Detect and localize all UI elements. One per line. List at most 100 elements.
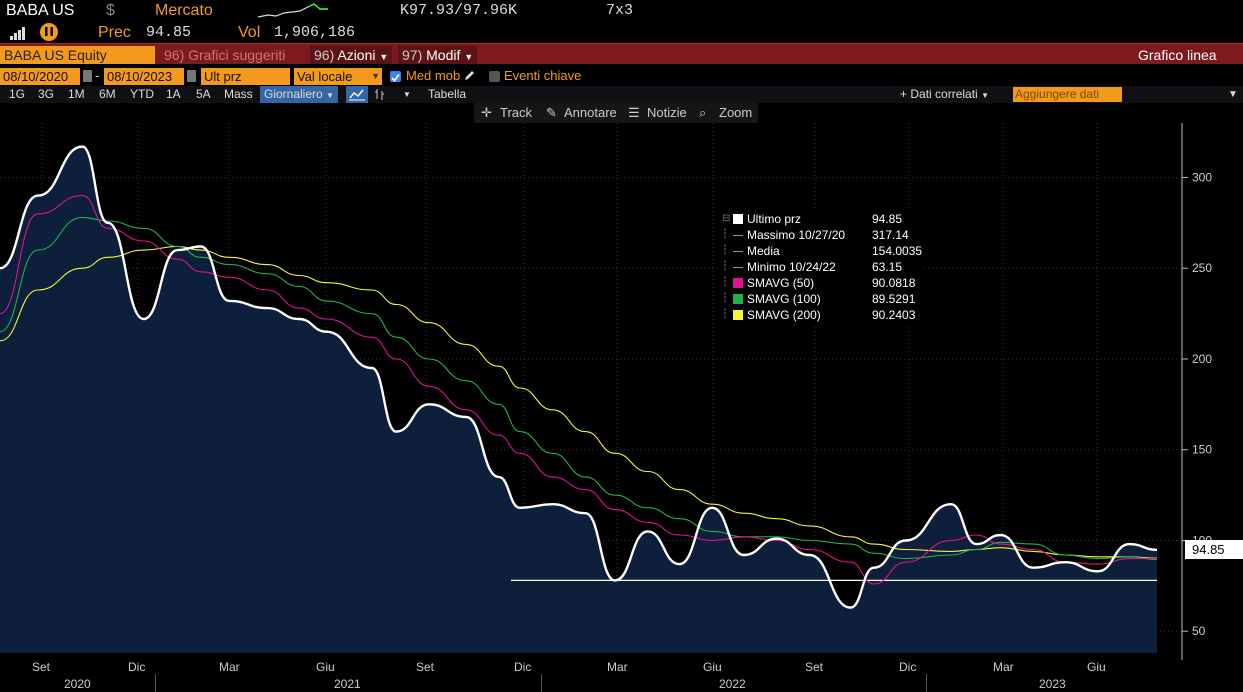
x-month-label: Mar [993, 660, 1014, 674]
legend-swatch [733, 267, 743, 268]
vol-value: 1,906,186 [274, 24, 356, 41]
range-3g[interactable]: 3G [38, 87, 55, 101]
alert-icon[interactable] [38, 22, 60, 47]
security-input[interactable]: BABA US Equity [0, 46, 155, 64]
tree-line-icon: ┆ [722, 309, 729, 320]
legend-swatch [733, 214, 743, 224]
key-events-checkbox[interactable] [489, 71, 500, 82]
legend-label: SMAVG (100) [747, 292, 821, 306]
range-5a[interactable]: 5A [196, 87, 211, 101]
pencil-icon[interactable]: ✎ [546, 105, 557, 120]
last-price-tag: 94.85 [1185, 540, 1243, 559]
price-area [0, 146, 1157, 653]
legend-swatch [733, 294, 743, 304]
legend-row: ┆ SMAVG (100) 89.5291 [718, 291, 923, 307]
chart-legend: ⊟ Ultimo prz 94.85 ┆ Massimo 10/27/20 317.14 ┆… [718, 209, 923, 324]
actions-num: 96) [314, 47, 335, 63]
chart-lines [0, 145, 1158, 609]
legend-value: 154.0035 [872, 244, 923, 258]
currency-symbol: $ [106, 2, 115, 19]
tree-line-icon: ┆ [722, 293, 729, 304]
news-icon[interactable]: ☰ [628, 105, 640, 120]
tree-line-icon: ┆ [722, 277, 729, 288]
bid-ask: K97.93/97.96K [400, 2, 518, 19]
pencil-icon[interactable] [464, 69, 476, 84]
field-select[interactable]: Ult prz [201, 68, 290, 85]
table-button[interactable]: Tabella [428, 87, 467, 101]
market-label: Mercato [155, 2, 213, 19]
range-1g[interactable]: 1G [9, 87, 26, 101]
x-year-label: 2020 [64, 677, 91, 691]
x-month-label: Giu [703, 660, 722, 674]
function-bar: BABA US Equity 96) Grafici suggeriti 96)… [0, 43, 1243, 64]
y-tick-label: 200 [1192, 352, 1212, 366]
legend-label: Media [747, 244, 780, 258]
legend-label: SMAVG (50) [747, 276, 815, 290]
actions-menu[interactable]: 96) Azioni ▼ [310, 46, 393, 64]
vol-label: Vol [238, 24, 261, 41]
y-tick-label: 150 [1192, 443, 1212, 457]
tree-line-icon: ⊟ [722, 213, 731, 224]
frequency-select[interactable]: Giornaliero ▼ [260, 86, 338, 103]
price-line [0, 145, 1158, 609]
calendar-icon[interactable] [187, 70, 196, 82]
y-tick-label: 50 [1192, 624, 1206, 638]
x-month-label: Mar [219, 660, 240, 674]
filter-icon[interactable]: ▼ [1228, 89, 1238, 100]
x-month-label: Giu [316, 660, 335, 674]
track-button[interactable]: Track [500, 105, 533, 120]
chevron-down-icon: ▼ [371, 71, 380, 81]
year-divider [155, 674, 156, 692]
legend-value: 317.14 [872, 228, 909, 242]
crosshair-icon[interactable]: ✛ [481, 105, 492, 120]
y-tick-label: 300 [1192, 170, 1212, 184]
legend-row: ┆ SMAVG (200) 90.2403 [718, 307, 923, 323]
year-divider [926, 674, 927, 692]
range-6m[interactable]: 6M [99, 87, 116, 101]
end-date-input[interactable]: 08/10/2023 [104, 68, 184, 85]
frequency-label: Giornaliero [264, 87, 323, 101]
modify-menu[interactable]: 97) Modif ▼ [398, 46, 478, 64]
tree-line-icon: ┆ [722, 229, 729, 240]
tree-line-icon: ┆ [722, 261, 729, 272]
annotate-button[interactable]: Annotare [564, 105, 617, 120]
x-month-label: Mar [607, 660, 628, 674]
chevron-down-icon: ▼ [379, 52, 389, 62]
range-max[interactable]: Mass [224, 87, 253, 101]
related-data-menu[interactable]: + Dati correlati ▼ [900, 86, 989, 103]
legend-value: 90.2403 [872, 308, 916, 322]
range-bar: 1G 3G 1M 6M YTD 1A 5A Mass Giornaliero ▼… [0, 86, 1243, 103]
legend-row: ⊟ Ultimo prz 94.85 [718, 211, 923, 227]
price-chart[interactable]: 50100150200250300 [0, 123, 1243, 660]
key-events-label: Eventi chiave [504, 68, 582, 83]
currency-select[interactable]: Val locale ▼ [294, 68, 382, 85]
range-1a[interactable]: 1A [166, 87, 181, 101]
zoom-button[interactable]: Zoom [719, 105, 753, 120]
actions-label: Azioni [337, 47, 376, 63]
suggested-charts-button[interactable]: 96) Grafici suggeriti [164, 47, 286, 63]
range-1m[interactable]: 1M [68, 87, 85, 101]
prev-label: Prec [98, 24, 131, 41]
range-ytd[interactable]: YTD [130, 87, 154, 101]
chevron-down-icon[interactable]: ▼ [403, 90, 411, 99]
magnifier-icon[interactable]: ⌕ [699, 105, 707, 120]
line-chart-icon[interactable] [346, 86, 368, 103]
bar-chart-icon[interactable] [373, 86, 387, 103]
legend-label: SMAVG (200) [747, 308, 821, 322]
signal-icon [10, 26, 26, 45]
legend-row: ┆ Massimo 10/27/20 317.14 [718, 227, 923, 243]
moving-avg-checkbox[interactable] [390, 71, 401, 82]
chevron-down-icon: ▼ [326, 91, 334, 100]
modify-label: Modif [426, 47, 461, 63]
news-button[interactable]: Notizie [647, 105, 687, 120]
plus-icon: + [900, 87, 908, 101]
bid-ask-size: 7x3 [606, 2, 634, 19]
sma-line-1 [0, 195, 1158, 585]
chevron-down-icon: ▼ [464, 52, 474, 62]
x-month-label: Dic [128, 660, 146, 674]
calendar-icon[interactable] [83, 70, 92, 82]
add-data-input[interactable]: Aggiungere dati [1013, 87, 1122, 102]
quote-header: BABA US $ Mercato K97.93/97.96K 7x3 [0, 0, 1243, 22]
quote-stats: Prec 94.85 Vol 1,906,186 [0, 22, 1243, 42]
start-date-input[interactable]: 08/10/2020 [0, 68, 80, 85]
